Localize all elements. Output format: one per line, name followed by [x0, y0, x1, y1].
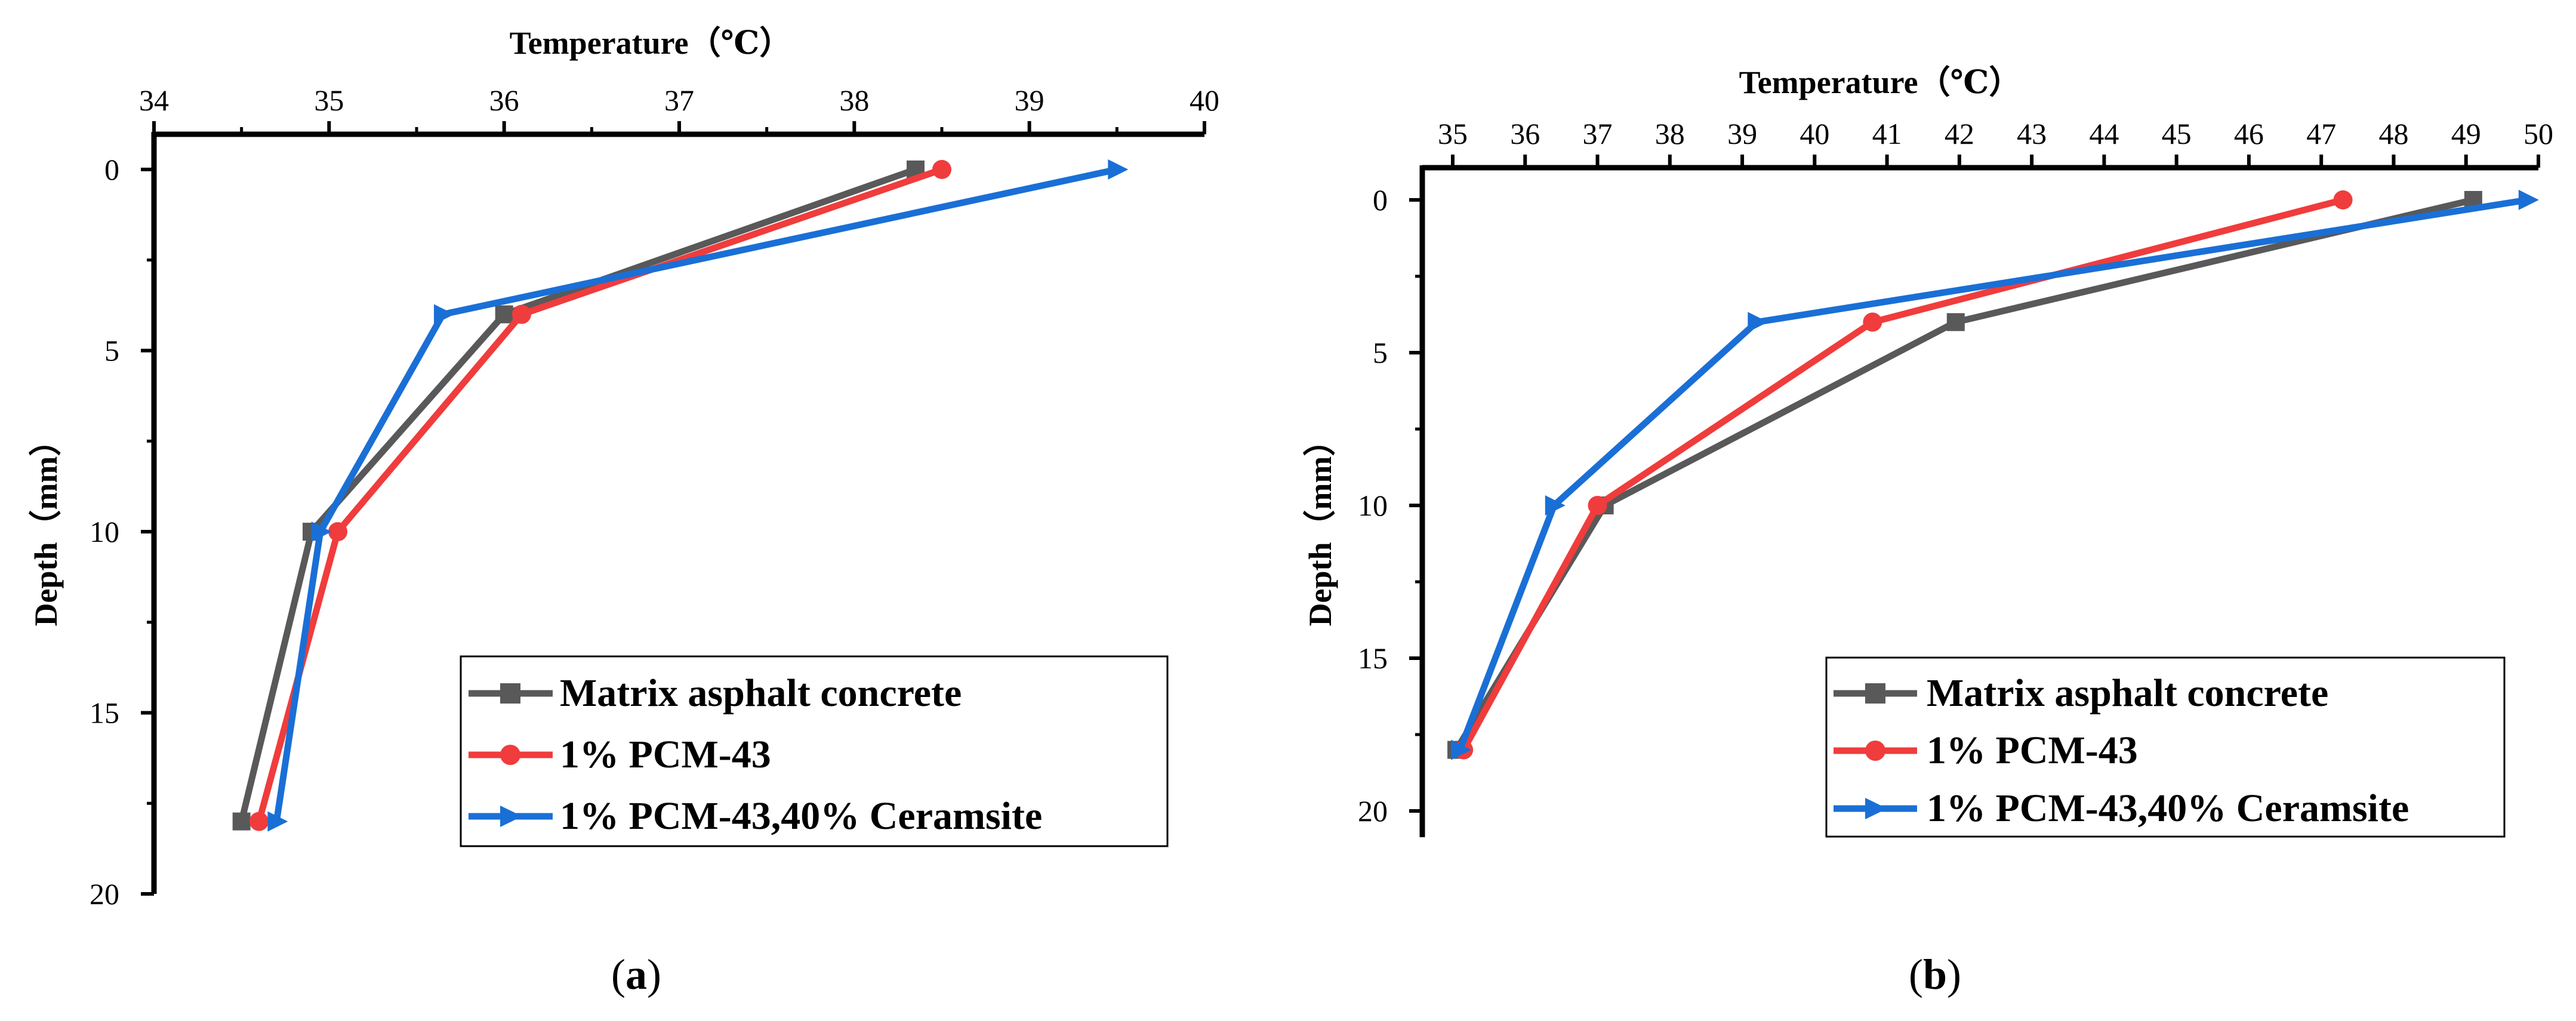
- y-tick-label: 5: [104, 334, 119, 368]
- x-tick-label: 49: [2451, 117, 2481, 150]
- y-axis-title: Depth（mm）: [28, 424, 64, 627]
- legend-box: [1825, 656, 2506, 838]
- x-ticks: 35 36 37 38 39 40 41 42 43 44 45 46 47 48 49 50: [1438, 117, 2553, 168]
- x-ticks: 34 35 36 37 38 39 40: [139, 84, 1219, 134]
- legend-entry: Matrix asphalt concrete: [1834, 671, 2328, 715]
- x-tick-label: 38: [839, 84, 869, 117]
- data-point-marker: [1946, 313, 1965, 331]
- legend-label: 1% PCM-43,40% Ceramsite: [560, 794, 1042, 838]
- legend-marker: [1865, 798, 1887, 819]
- x-tick-label: 42: [1945, 117, 1974, 150]
- y-tick-label: 0: [104, 153, 119, 186]
- legend-entry: Matrix asphalt concrete: [469, 671, 962, 715]
- data-point-marker: [232, 812, 251, 831]
- y-tick-label: 20: [90, 877, 119, 911]
- data-point-marker: [1545, 495, 1566, 516]
- x-axis-title: Temperature（℃）: [1739, 64, 2022, 100]
- legend-label: 1% PCM-43,40% Ceramsite: [1927, 786, 2409, 830]
- data-point-marker: [328, 522, 347, 541]
- legend-label: Matrix asphalt concrete: [1927, 671, 2328, 715]
- y-ticks: 0 5 10 15 20: [1358, 183, 1422, 828]
- x-tick-label: 39: [1727, 117, 1757, 150]
- legend-marker: [500, 806, 522, 827]
- data-point-marker: [2333, 190, 2353, 209]
- series-layer: [1447, 190, 2539, 760]
- x-tick-label: 38: [1655, 117, 1685, 150]
- legend-box: [460, 655, 1169, 847]
- data-point-marker: [1863, 312, 1882, 332]
- x-tick-label: 47: [2306, 117, 2336, 150]
- x-tick-label: 39: [1015, 84, 1044, 117]
- legend-marker: [500, 745, 520, 765]
- series-line: [238, 166, 917, 822]
- panel-a-chart: Temperature（℃） Depth（mm） 34 35 36 37 38 39 40 …: [28, 25, 1219, 998]
- data-point-marker: [512, 304, 531, 324]
- legend-entry: 1% PCM-43: [1834, 729, 2138, 772]
- panel-caption: (b): [1909, 951, 1961, 998]
- panel-caption: (a): [611, 951, 661, 998]
- y-tick-label: 10: [1358, 489, 1388, 522]
- x-tick-label: 48: [2378, 117, 2408, 150]
- legend: Matrix asphalt concrete 1% PCM-43 1% PCM…: [460, 655, 1169, 847]
- x-tick-label: 37: [1583, 117, 1613, 150]
- legend-label: Matrix asphalt concrete: [560, 671, 962, 715]
- data-point-marker: [249, 812, 269, 831]
- y-tick-label: 20: [1358, 794, 1388, 828]
- x-tick-label: 44: [2089, 117, 2119, 150]
- series-line: [1460, 196, 2344, 752]
- series-line: [273, 166, 1118, 822]
- data-point-marker: [311, 522, 332, 542]
- y-ticks: 0 5 10 15 20: [90, 153, 154, 911]
- y-tick-label: 0: [1373, 183, 1388, 217]
- series-layer: [232, 159, 1129, 832]
- data-point-marker: [1748, 311, 1768, 332]
- data-point-marker: [932, 160, 951, 179]
- x-tick-label: 46: [2234, 117, 2264, 150]
- legend-marker: [1865, 683, 1885, 704]
- data-point-marker: [1588, 496, 1607, 515]
- y-tick-label: 15: [90, 696, 119, 730]
- x-tick-label: 35: [314, 84, 344, 117]
- legend-entry: 1% PCM-43,40% Ceramsite: [469, 794, 1042, 838]
- x-tick-label: 34: [139, 84, 169, 117]
- legend-entry: 1% PCM-43: [469, 733, 771, 776]
- x-tick-label: 50: [2523, 117, 2553, 150]
- legend-marker: [1865, 741, 1885, 761]
- data-point-marker: [1108, 159, 1129, 180]
- panel-b-chart: Temperature（℃） Depth（mm） 35 36 37 38 39 40 41 4…: [1302, 64, 2553, 998]
- legend: Matrix asphalt concrete 1% PCM-43 1% PCM…: [1825, 656, 2506, 838]
- x-tick-label: 36: [1510, 117, 1540, 150]
- x-tick-label: 40: [1799, 117, 1829, 150]
- y-tick-label: 5: [1373, 336, 1388, 369]
- x-axis-title: Temperature（℃）: [510, 25, 792, 61]
- data-point-marker: [2518, 190, 2539, 210]
- legend-label: 1% PCM-43: [1927, 729, 2138, 772]
- data-point-marker: [1451, 739, 1472, 760]
- y-axis-title: Depth（mm）: [1302, 424, 1338, 627]
- data-point-marker: [495, 305, 513, 323]
- legend-entry: 1% PCM-43,40% Ceramsite: [1834, 786, 2409, 830]
- series-line: [1456, 196, 2528, 751]
- x-tick-label: 37: [664, 84, 694, 117]
- data-point-marker: [434, 304, 454, 325]
- y-tick-label: 10: [90, 515, 119, 548]
- legend-label: 1% PCM-43: [560, 733, 771, 776]
- x-tick-label: 41: [1872, 117, 1902, 150]
- x-tick-label: 36: [489, 84, 519, 117]
- x-tick-label: 45: [2162, 117, 2192, 150]
- x-tick-label: 35: [1438, 117, 1468, 150]
- x-tick-label: 40: [1190, 84, 1219, 117]
- y-tick-label: 15: [1358, 641, 1388, 675]
- x-tick-label: 43: [2017, 117, 2047, 150]
- legend-marker: [500, 683, 520, 704]
- data-point-marker: [267, 811, 288, 832]
